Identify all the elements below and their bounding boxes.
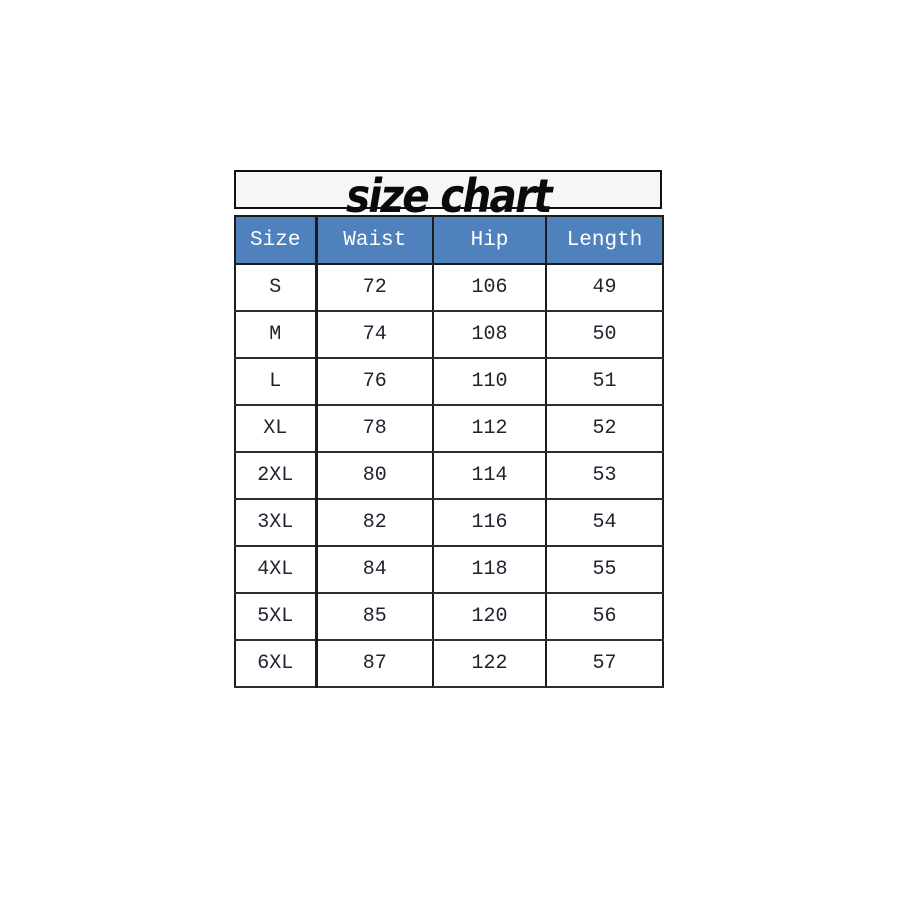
cell-waist: 82: [315, 498, 434, 547]
size-chart: size chart Size Waist Hip Length S: [234, 170, 664, 688]
cell-length: 49: [545, 263, 664, 312]
cell-hip: 112: [432, 404, 547, 453]
size-table: Size Waist Hip Length S 72 106 49 M 74 1…: [234, 215, 664, 688]
cell-hip: 108: [432, 310, 547, 359]
cell-waist: 76: [315, 357, 434, 406]
cell-waist: 87: [315, 639, 434, 688]
cell-size: 3XL: [234, 498, 318, 547]
cell-hip: 120: [432, 592, 547, 641]
cell-length: 51: [545, 357, 664, 406]
cell-length: 55: [545, 545, 664, 594]
table-row: XL 78 112 52: [234, 404, 664, 453]
cell-size: XL: [234, 404, 318, 453]
table-row: 3XL 82 116 54: [234, 498, 664, 547]
table-row: M 74 108 50: [234, 310, 664, 359]
table-row: 5XL 85 120 56: [234, 592, 664, 641]
cell-size: 2XL: [234, 451, 318, 500]
cell-hip: 116: [432, 498, 547, 547]
cell-waist: 72: [315, 263, 434, 312]
cell-size: 4XL: [234, 545, 318, 594]
cell-length: 50: [545, 310, 664, 359]
column-header-size: Size: [234, 215, 318, 265]
cell-hip: 118: [432, 545, 547, 594]
cell-length: 56: [545, 592, 664, 641]
cell-length: 57: [545, 639, 664, 688]
column-header-waist: Waist: [315, 215, 434, 265]
cell-waist: 74: [315, 310, 434, 359]
cell-hip: 114: [432, 451, 547, 500]
size-chart-title-box: size chart: [234, 170, 662, 219]
cell-length: 53: [545, 451, 664, 500]
cell-hip: 122: [432, 639, 547, 688]
cell-hip: 106: [432, 263, 547, 312]
column-header-length: Length: [545, 215, 664, 265]
column-header-hip: Hip: [432, 215, 547, 265]
cell-length: 52: [545, 404, 664, 453]
header-row: Size Waist Hip Length: [234, 215, 664, 265]
cell-size: L: [234, 357, 318, 406]
size-chart-title: size chart: [345, 168, 553, 223]
table-row: 6XL 87 122 57: [234, 639, 664, 688]
cell-size: 6XL: [234, 639, 318, 688]
cell-waist: 80: [315, 451, 434, 500]
cell-waist: 85: [315, 592, 434, 641]
table-row: 4XL 84 118 55: [234, 545, 664, 594]
table-row: S 72 106 49: [234, 263, 664, 312]
cell-size: M: [234, 310, 318, 359]
cell-waist: 78: [315, 404, 434, 453]
cell-size: S: [234, 263, 318, 312]
cell-hip: 110: [432, 357, 547, 406]
table-row: L 76 110 51: [234, 357, 664, 406]
cell-size: 5XL: [234, 592, 318, 641]
cell-length: 54: [545, 498, 664, 547]
cell-waist: 84: [315, 545, 434, 594]
table-row: 2XL 80 114 53: [234, 451, 664, 500]
